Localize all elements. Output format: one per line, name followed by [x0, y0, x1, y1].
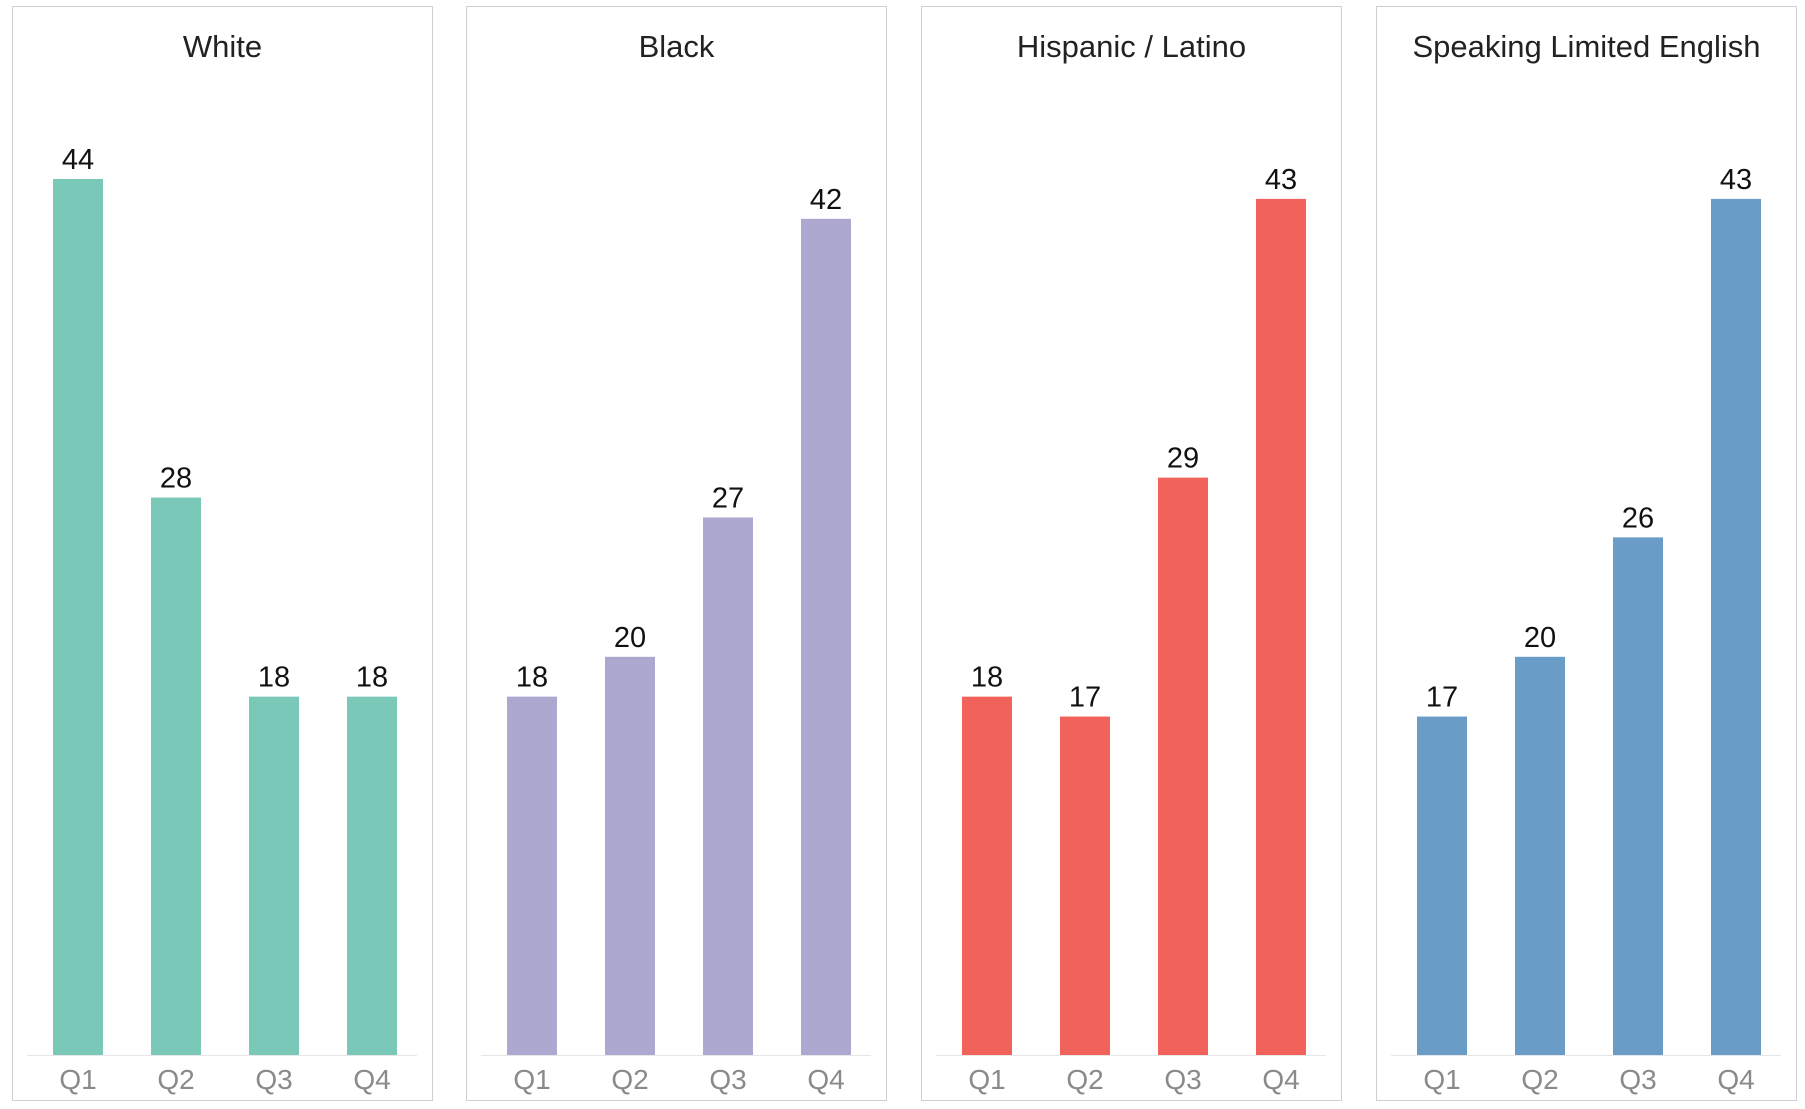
chart-panel-speaking-limited-english: Speaking Limited English 17 Q1 20 Q2 26 Q3 43 Q…: [1376, 6, 1797, 1101]
chart-panel-black: Black 18 Q1 20 Q2 27 Q3 42 Q4: [466, 6, 887, 1101]
bar-chart: 17 Q1 20 Q2 26 Q3 43 Q4: [1391, 164, 1781, 1095]
bar-chart: 18 Q1 17 Q2 29 Q3 43 Q4: [936, 164, 1326, 1095]
x-tick-label: Q2: [611, 1064, 648, 1095]
bar-q4: [801, 218, 851, 1055]
data-label: 18: [356, 662, 388, 694]
data-label: 17: [1069, 682, 1101, 714]
data-label: 28: [160, 463, 192, 495]
bar-q3: [1158, 477, 1208, 1055]
data-label: 18: [971, 662, 1003, 694]
data-label: 27: [712, 482, 744, 514]
panel-title: White: [182, 29, 263, 64]
x-tick-label: Q3: [255, 1064, 292, 1095]
x-tick-label: Q2: [1521, 1064, 1558, 1095]
data-label: 17: [1426, 682, 1458, 714]
bar-q1: [507, 696, 557, 1055]
chart-panel-white: White 44 Q1 28 Q2 18 Q3 18 Q4: [12, 6, 433, 1101]
data-label: 20: [1524, 622, 1556, 654]
bar-q4: [1711, 198, 1761, 1056]
x-tick-label: Q1: [59, 1064, 96, 1095]
x-tick-label: Q1: [968, 1064, 1005, 1095]
bar-chart: 44 Q1 28 Q2 18 Q3 18 Q4: [27, 144, 417, 1095]
x-tick-label: Q4: [1262, 1064, 1299, 1095]
x-tick-label: Q2: [1066, 1064, 1103, 1095]
data-label: 18: [516, 662, 548, 694]
data-label: 44: [62, 144, 94, 176]
bar-q2: [1060, 716, 1110, 1055]
data-label: 42: [810, 184, 842, 216]
bar-q2: [1515, 656, 1565, 1055]
x-tick-label: Q3: [1164, 1064, 1201, 1095]
x-tick-label: Q4: [353, 1064, 390, 1095]
bar-q2: [605, 656, 655, 1055]
bar-q4: [1256, 198, 1306, 1056]
bar-q4: [347, 696, 397, 1055]
data-label: 43: [1720, 164, 1752, 196]
bar-chart: 18 Q1 20 Q2 27 Q3 42 Q4: [481, 184, 871, 1095]
x-tick-label: Q1: [513, 1064, 550, 1095]
x-tick-label: Q4: [1717, 1064, 1754, 1095]
data-label: 18: [258, 662, 290, 694]
bar-q2: [151, 497, 201, 1056]
panel-title: Hispanic / Latino: [1016, 29, 1247, 64]
panel-title: Speaking Limited English: [1412, 29, 1761, 64]
bar-q1: [53, 179, 103, 1055]
bar-q3: [249, 696, 299, 1055]
panel-title: Black: [638, 29, 715, 64]
x-tick-label: Q1: [1423, 1064, 1460, 1095]
x-tick-label: Q2: [157, 1064, 194, 1095]
data-label: 20: [614, 622, 646, 654]
data-label: 29: [1167, 443, 1199, 475]
data-label: 43: [1265, 164, 1297, 196]
bar-q1: [1417, 716, 1467, 1055]
bar-q3: [703, 517, 753, 1055]
bar-q3: [1613, 537, 1663, 1055]
x-tick-label: Q3: [1619, 1064, 1656, 1095]
x-tick-label: Q4: [807, 1064, 844, 1095]
chart-panel-hispanic-latino: Hispanic / Latino 18 Q1 17 Q2 29 Q3 43 Q4: [921, 6, 1342, 1101]
bar-q1: [962, 696, 1012, 1055]
x-tick-label: Q3: [709, 1064, 746, 1095]
data-label: 26: [1622, 502, 1654, 534]
